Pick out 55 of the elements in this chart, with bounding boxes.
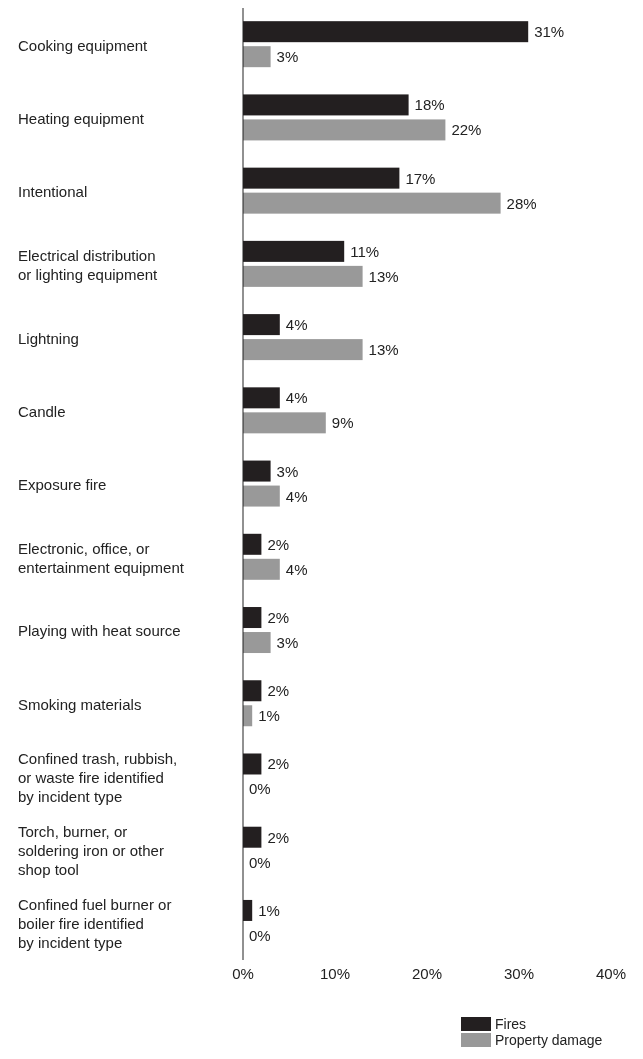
bar — [243, 339, 363, 361]
x-tick-label: 0% — [232, 964, 254, 982]
data-label: 17% — [405, 169, 436, 187]
x-tick-label: 20% — [411, 964, 443, 982]
data-label: 4% — [285, 560, 308, 578]
bar — [243, 46, 271, 68]
y-tick-label: Electronic, office, or entertainment equipment — [18, 539, 185, 576]
legend-label: Fires — [495, 1016, 527, 1032]
bar — [243, 632, 271, 654]
data-label: 13% — [368, 341, 399, 359]
bar — [243, 412, 326, 434]
data-label: 4% — [285, 316, 308, 334]
data-label: 4% — [285, 389, 308, 407]
y-tick-label: Exposure fire — [18, 475, 107, 493]
x-tick-label: 40% — [595, 964, 627, 982]
bar — [243, 485, 280, 507]
data-label: 3% — [276, 634, 299, 652]
bar — [243, 119, 446, 141]
data-label: 22% — [451, 121, 482, 139]
data-label: 0% — [249, 853, 271, 871]
data-label: 13% — [368, 267, 399, 285]
data-label: 28% — [506, 194, 537, 212]
data-label: 2% — [267, 535, 290, 553]
y-tick-label: Lightning — [18, 329, 79, 347]
y-tick-label: Cooking equipment — [18, 36, 149, 54]
data-label: 9% — [331, 414, 354, 432]
x-tick-label: 10% — [319, 964, 351, 982]
data-label: 31% — [534, 23, 565, 41]
y-tick-label: Intentional — [18, 182, 88, 200]
data-label: 11% — [350, 242, 380, 260]
y-tick-label: Electrical distribution or lighting equipment — [18, 246, 159, 283]
data-label: 0% — [249, 780, 271, 798]
data-label: 0% — [249, 926, 271, 944]
data-label: 2% — [267, 609, 290, 627]
data-label: 1% — [258, 901, 280, 919]
bar — [243, 265, 363, 287]
y-tick-label: Candle — [18, 402, 66, 420]
y-tick-label: Confined trash, rubbish, or waste fire identified by incident type — [18, 749, 178, 805]
y-tick-label: Smoking materials — [18, 695, 142, 713]
legend-label: Property damage — [495, 1032, 603, 1048]
y-tick-label: Heating equipment — [18, 109, 145, 127]
y-tick-label: Torch, burner, or soldering iron or other shop tool — [18, 822, 164, 878]
data-label: 18% — [414, 96, 445, 114]
data-label: 2% — [267, 828, 290, 846]
data-label: 1% — [258, 707, 280, 725]
x-tick-label: 30% — [503, 964, 535, 982]
bar — [243, 558, 280, 580]
y-tick-label: Confined fuel burner or boiler fire identified by incident type — [18, 895, 172, 951]
data-label: 4% — [285, 487, 308, 505]
data-label: 3% — [276, 48, 299, 66]
data-label: 2% — [267, 755, 290, 773]
bar — [243, 192, 501, 214]
y-tick-label: Playing with heat source — [18, 621, 181, 639]
data-label: 3% — [276, 462, 299, 480]
data-label: 2% — [267, 682, 290, 700]
